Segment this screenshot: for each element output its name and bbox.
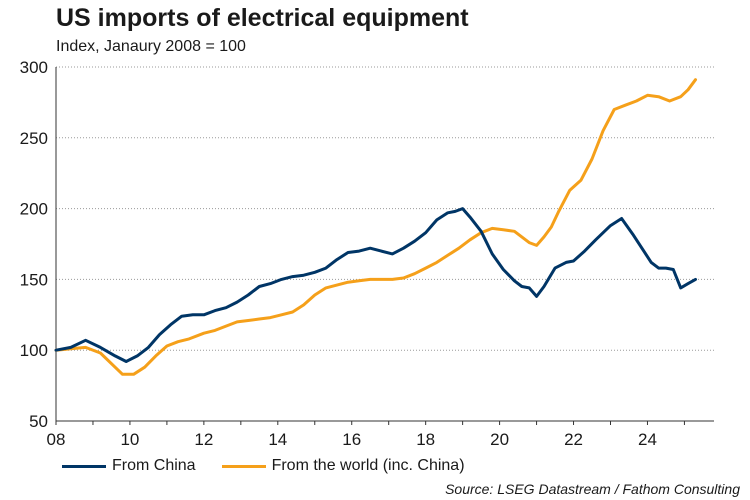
y-axis: 50 100 150 200 250 300 — [20, 58, 57, 431]
x-tick-label: 22 — [564, 430, 583, 449]
series-line-china — [54, 207, 697, 363]
x-tick-label: 12 — [194, 430, 213, 449]
chart-title: US imports of electrical equipment — [56, 4, 469, 32]
legend-label-china: From China — [112, 457, 196, 474]
y-tick-label: 250 — [20, 129, 48, 148]
legend-swatch-world — [221, 464, 266, 468]
x-tick-label: 20 — [490, 430, 509, 449]
series-line-world — [54, 78, 697, 376]
x-axis: 08 10 12 14 16 18 20 22 24 — [47, 420, 714, 449]
x-tick-label: 08 — [47, 430, 66, 449]
legend-swatch-china — [62, 464, 106, 468]
x-tick-label: 16 — [342, 430, 361, 449]
y-tick-label: 50 — [29, 412, 48, 431]
series-lines — [54, 78, 697, 376]
legend: From China From the world (inc. China) — [62, 457, 491, 475]
y-tick-label: 200 — [20, 200, 48, 219]
y-tick-label: 150 — [20, 270, 48, 289]
y-tick-label: 100 — [20, 341, 48, 360]
legend-item-china: From China — [62, 457, 196, 475]
x-tick-label: 18 — [416, 430, 435, 449]
source-note: Source: LSEG Datastream / Fathom Consult… — [445, 481, 740, 497]
y-tick-label: 300 — [20, 58, 48, 77]
x-tick-label: 10 — [120, 430, 139, 449]
x-tick-label: 24 — [638, 430, 657, 449]
legend-item-world: From the world (inc. China) — [221, 457, 465, 475]
chart-subtitle: Index, Janaury 2008 = 100 — [56, 38, 246, 55]
legend-label-world: From the world (inc. China) — [271, 457, 465, 474]
x-tick-label: 14 — [268, 430, 287, 449]
